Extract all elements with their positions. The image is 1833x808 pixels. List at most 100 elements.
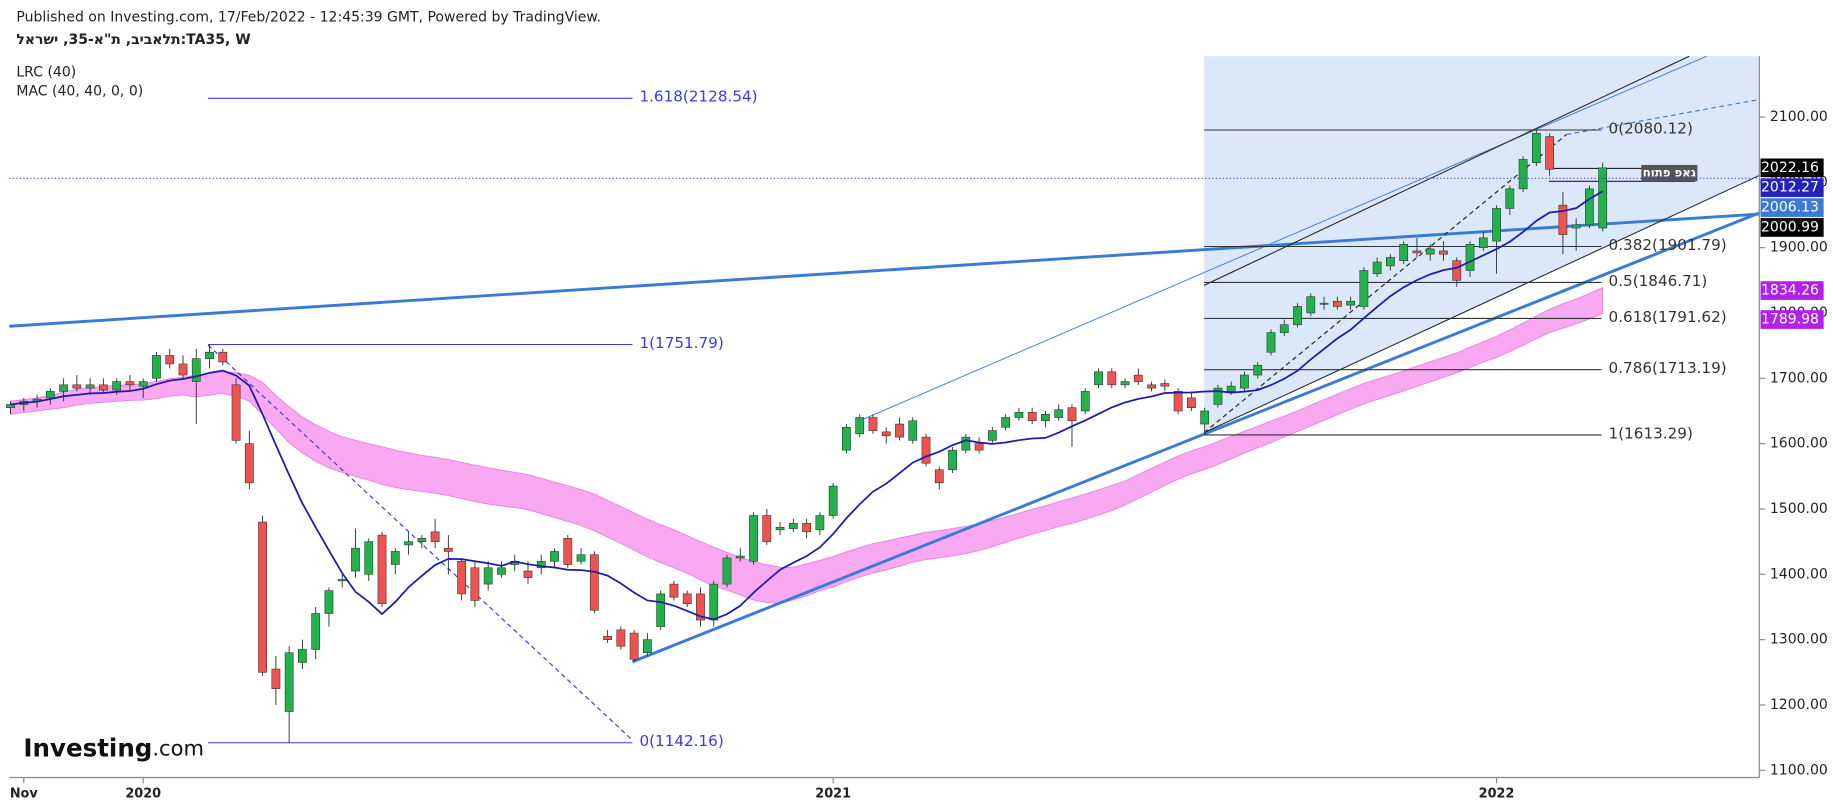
candle-body <box>244 443 254 484</box>
candle-body <box>1399 244 1409 262</box>
y-tick-label: 1400.00 <box>1770 566 1828 582</box>
candle-body <box>165 355 175 365</box>
candle-body <box>1332 300 1342 307</box>
candle-body <box>987 430 997 441</box>
candle-body <box>1147 384 1156 389</box>
lrc-upper <box>1203 55 1690 286</box>
candle-body <box>523 570 533 578</box>
published: Published on Investing.com, 17/Feb/2022 … <box>16 10 601 26</box>
gap-label: גאפ פתוח <box>1643 166 1696 180</box>
candle-body <box>656 593 666 627</box>
price-tag-label: 1789.98 <box>1761 312 1819 328</box>
candle-body <box>1598 167 1608 229</box>
candle-body <box>191 358 201 382</box>
candle-body <box>1585 188 1594 226</box>
candle-body <box>1213 387 1223 405</box>
candle-body <box>1054 409 1064 418</box>
candle-body <box>696 593 705 621</box>
candle-body <box>974 443 984 451</box>
candle-body <box>45 391 55 399</box>
candle-body <box>961 436 971 451</box>
candle-body <box>1200 410 1210 425</box>
candle-body <box>1505 188 1515 209</box>
candle-body <box>788 523 798 529</box>
candle-body <box>351 547 360 572</box>
candle-body <box>125 381 135 386</box>
candle-body <box>271 668 281 689</box>
candle-body <box>908 420 918 441</box>
candle-body <box>430 531 440 542</box>
lrc-mid <box>1203 134 1567 434</box>
candle-body <box>377 534 387 605</box>
candle-body <box>1425 248 1435 255</box>
candle-body <box>842 427 851 451</box>
price-tag <box>1760 178 1824 198</box>
candle-body <box>550 551 559 562</box>
candle-body <box>603 636 612 640</box>
candle-body <box>138 381 148 387</box>
candle-body <box>1173 391 1183 412</box>
candle-body <box>1001 417 1011 428</box>
price-tag-label: 2000.99 <box>1761 219 1819 235</box>
candle-body <box>404 541 413 546</box>
candle-body <box>324 590 334 614</box>
candle-body <box>231 384 241 441</box>
gap-label-bg <box>1641 164 1698 182</box>
x-tick-label: 2022 <box>1479 786 1515 801</box>
fib-label: 1.618(2128.54) <box>639 88 757 106</box>
candle-body <box>775 526 785 531</box>
price-tag-label: 2022.16 <box>1761 160 1819 176</box>
candle-body <box>1531 133 1541 164</box>
candle-body <box>1041 413 1050 422</box>
candle-body <box>749 515 758 562</box>
candle-body <box>1293 306 1302 326</box>
candle-body <box>1545 136 1555 170</box>
candle-body <box>1240 374 1249 389</box>
candle-body <box>1306 296 1316 314</box>
y-tick-label: 2100.00 <box>1770 109 1828 125</box>
price-tag <box>1760 198 1824 217</box>
candle-body <box>828 485 838 516</box>
logo-text: .com <box>152 735 204 760</box>
candle-body <box>868 417 878 431</box>
y-tick-label: 1100.00 <box>1770 762 1828 778</box>
candle-body <box>298 649 307 663</box>
y-tick-label: 1200.00 <box>1770 697 1828 713</box>
candle-body <box>390 551 400 565</box>
mac-band-area <box>10 286 1604 605</box>
symbol: תלאביב, ת"א-35, ישראל:TA35, W <box>16 32 251 48</box>
candle-body <box>112 381 122 391</box>
candle-body <box>1412 250 1422 254</box>
candle-body <box>934 469 944 484</box>
price-tag <box>1760 158 1824 178</box>
candle-body <box>59 384 68 392</box>
candle-body <box>722 557 732 585</box>
candle-body <box>85 384 95 389</box>
price-tag-label: 1834.26 <box>1761 283 1819 299</box>
candle-body <box>536 560 546 569</box>
candle-body <box>1027 411 1037 422</box>
candle-body <box>497 567 506 575</box>
candle-body <box>470 567 480 601</box>
fib-label: 0.786(1713.19) <box>1609 359 1727 377</box>
candle-body <box>589 554 599 611</box>
candle-body <box>1518 159 1528 190</box>
y-tick-label: 1500.00 <box>1770 501 1828 517</box>
candle-body <box>1094 371 1103 386</box>
fib-label: 1(1751.79) <box>639 334 723 352</box>
y-tick-label: 1700.00 <box>1770 370 1828 386</box>
fib-label: 0(2080.12) <box>1609 119 1693 137</box>
candle-body <box>1279 324 1289 333</box>
candle-body <box>1133 374 1143 382</box>
fib-label: 1(1613.29) <box>1609 424 1693 442</box>
fib-label: 0.382(1901.79) <box>1609 236 1727 254</box>
indicator: LRC (40) <box>16 65 76 81</box>
candle-body <box>1187 397 1196 409</box>
candle-body <box>364 541 374 575</box>
candle-body <box>948 449 957 471</box>
trend-line <box>859 55 1707 422</box>
price-tag-label: 2006.13 <box>1761 200 1819 216</box>
mac-band <box>10 286 1604 605</box>
candle-body <box>152 355 161 379</box>
candle-body <box>881 431 891 437</box>
